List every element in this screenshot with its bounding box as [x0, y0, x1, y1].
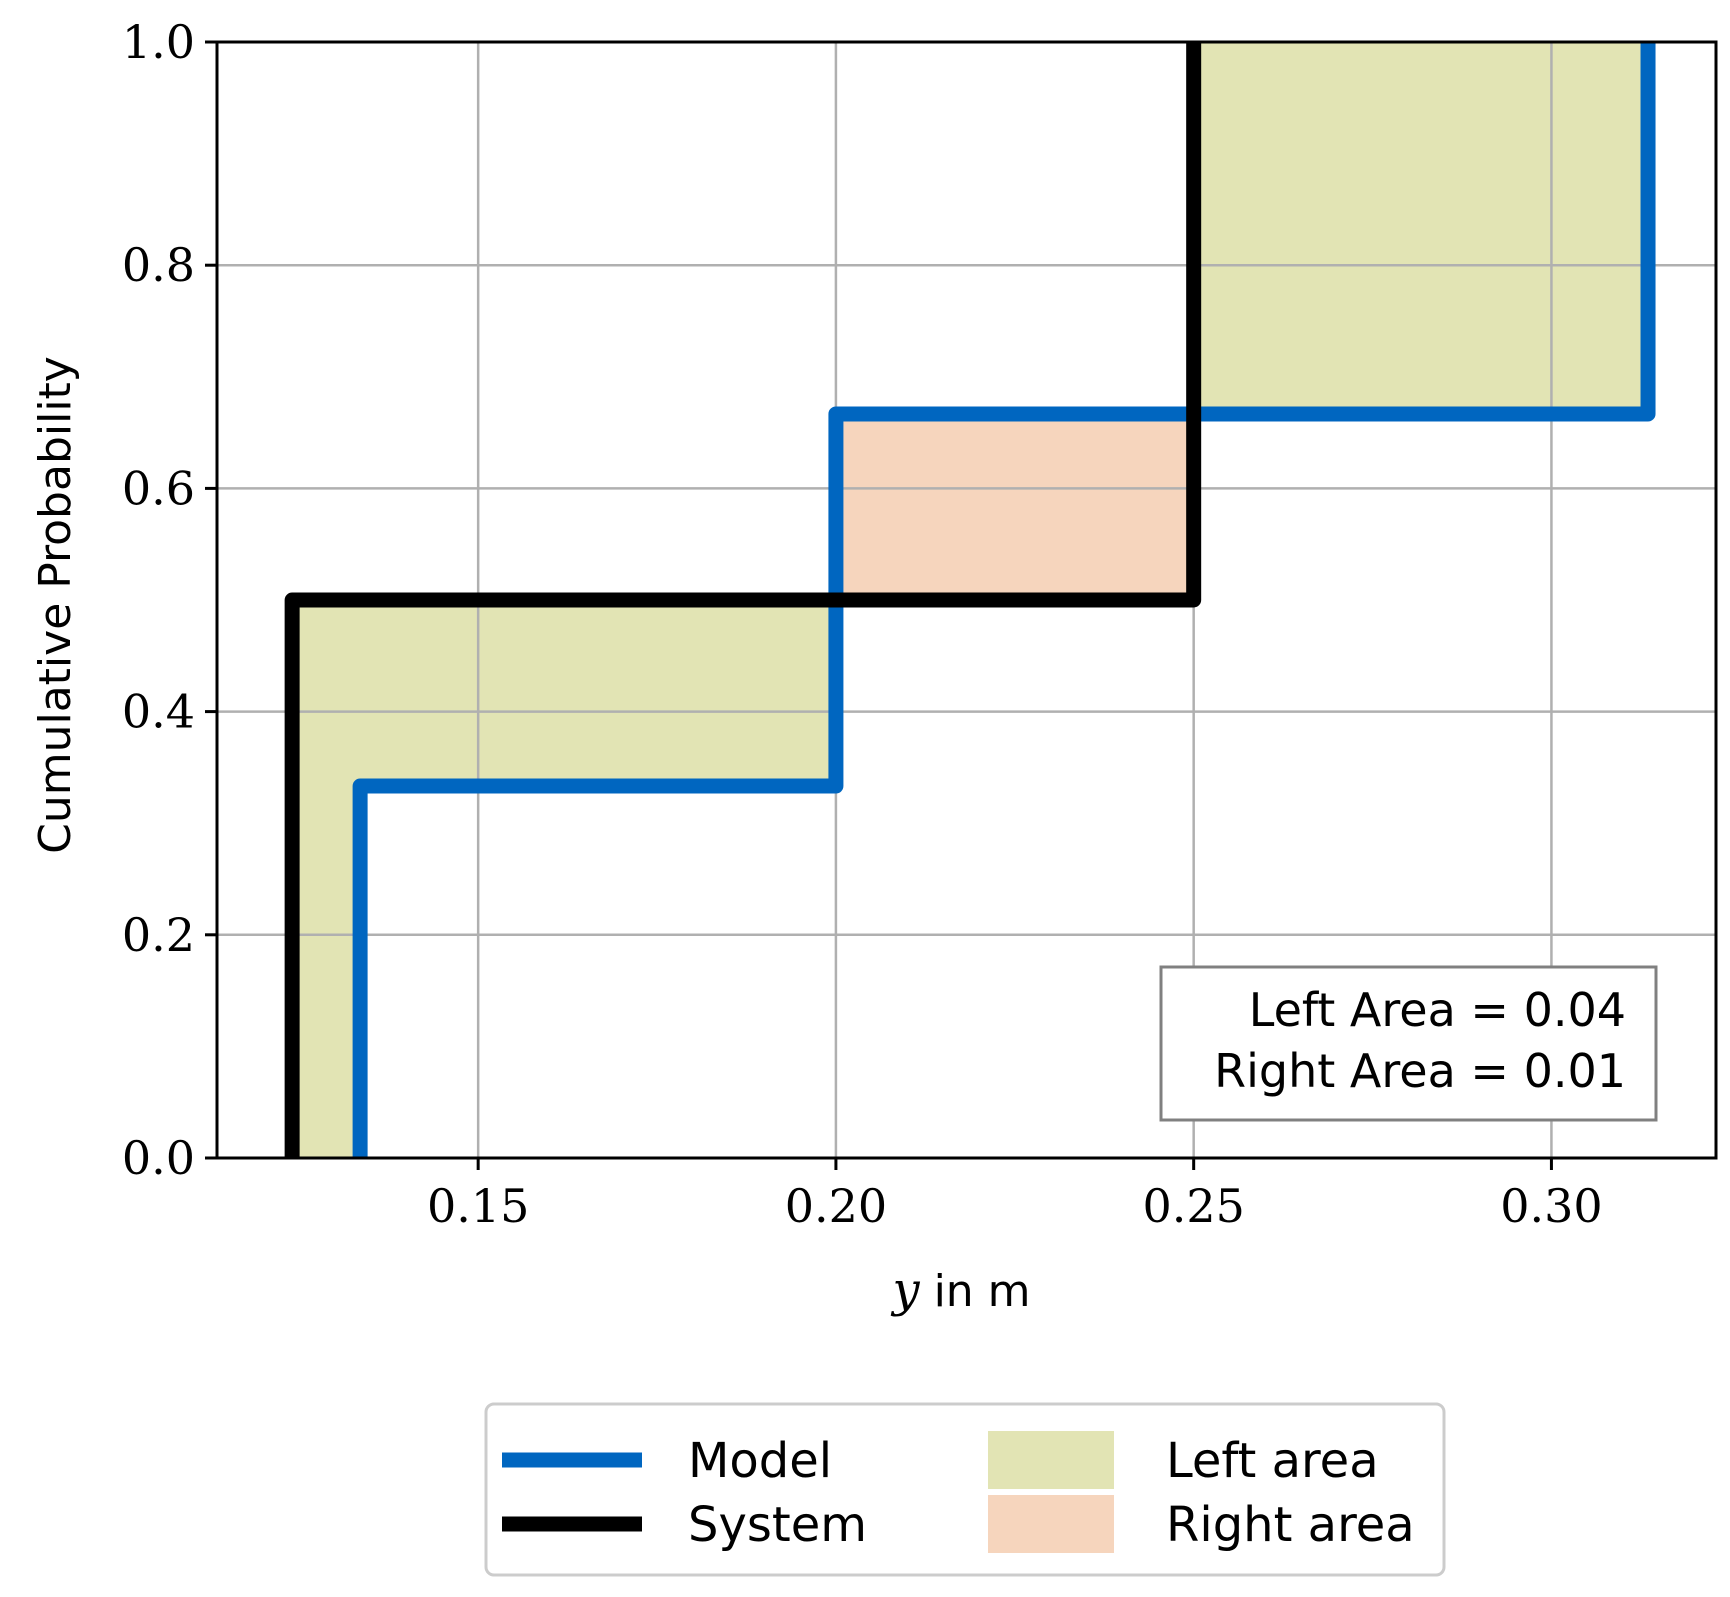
right-area-value: Right Area = 0.01: [1214, 1044, 1626, 1098]
y-tick-label-6: 1.0: [122, 15, 195, 69]
legend-label-model: Model: [688, 1433, 832, 1489]
x-tick-label-4: 0.30: [1500, 1179, 1602, 1233]
legend-swatch-right-area: [988, 1495, 1114, 1553]
legend-frame: [484, 1402, 1446, 1577]
y-tick-label-1: 0.0: [122, 1131, 195, 1185]
x-tick-label-3: 0.25: [1142, 1179, 1244, 1233]
right-area-region-1: [835, 413, 1194, 600]
y-tick-label-3: 0.4: [122, 685, 195, 739]
legend-swatch-left-area: [988, 1431, 1114, 1489]
legend-label-system: System: [688, 1497, 867, 1553]
axis-ticks: 0.15 0.20 0.25 0.30 0.0 0.2 0.4 0.6 0.8 1.0: [122, 15, 1603, 1233]
system-step-line: [284, 42, 1202, 1158]
x-tick-label-1: 0.15: [427, 1179, 529, 1233]
x-axis-label-var: y: [890, 1262, 920, 1318]
x-axis-label-unit: in m: [920, 1266, 1031, 1317]
y-tick-label-5: 0.8: [122, 238, 195, 292]
area-annotation-box: Left Area = 0.04 Right Area = 0.01: [1159, 965, 1658, 1122]
x-tick-label-2: 0.20: [785, 1179, 887, 1233]
legend: Model System Left area Right area: [484, 1402, 1446, 1577]
legend-label-left-area: Left area: [1166, 1433, 1379, 1489]
left-area-value: Left Area = 0.04: [1249, 983, 1626, 1037]
plot-frame: [215, 40, 1718, 1160]
legend-items: Model System Left area Right area: [502, 1431, 1415, 1553]
left-area-region-2: [1193, 42, 1649, 414]
y-axis-label: Cumulative Probability: [30, 356, 81, 854]
y-tick-label-4: 0.6: [122, 461, 195, 515]
x-axis-label: y in m: [890, 1262, 1030, 1318]
y-tick-label-2: 0.2: [122, 908, 195, 962]
area-regions: [292, 42, 1649, 1158]
left-area-region-1: [292, 600, 836, 1158]
annotation-frame: [1159, 965, 1658, 1122]
legend-label-right-area: Right area: [1166, 1497, 1415, 1553]
series-lines: [284, 42, 1656, 1158]
